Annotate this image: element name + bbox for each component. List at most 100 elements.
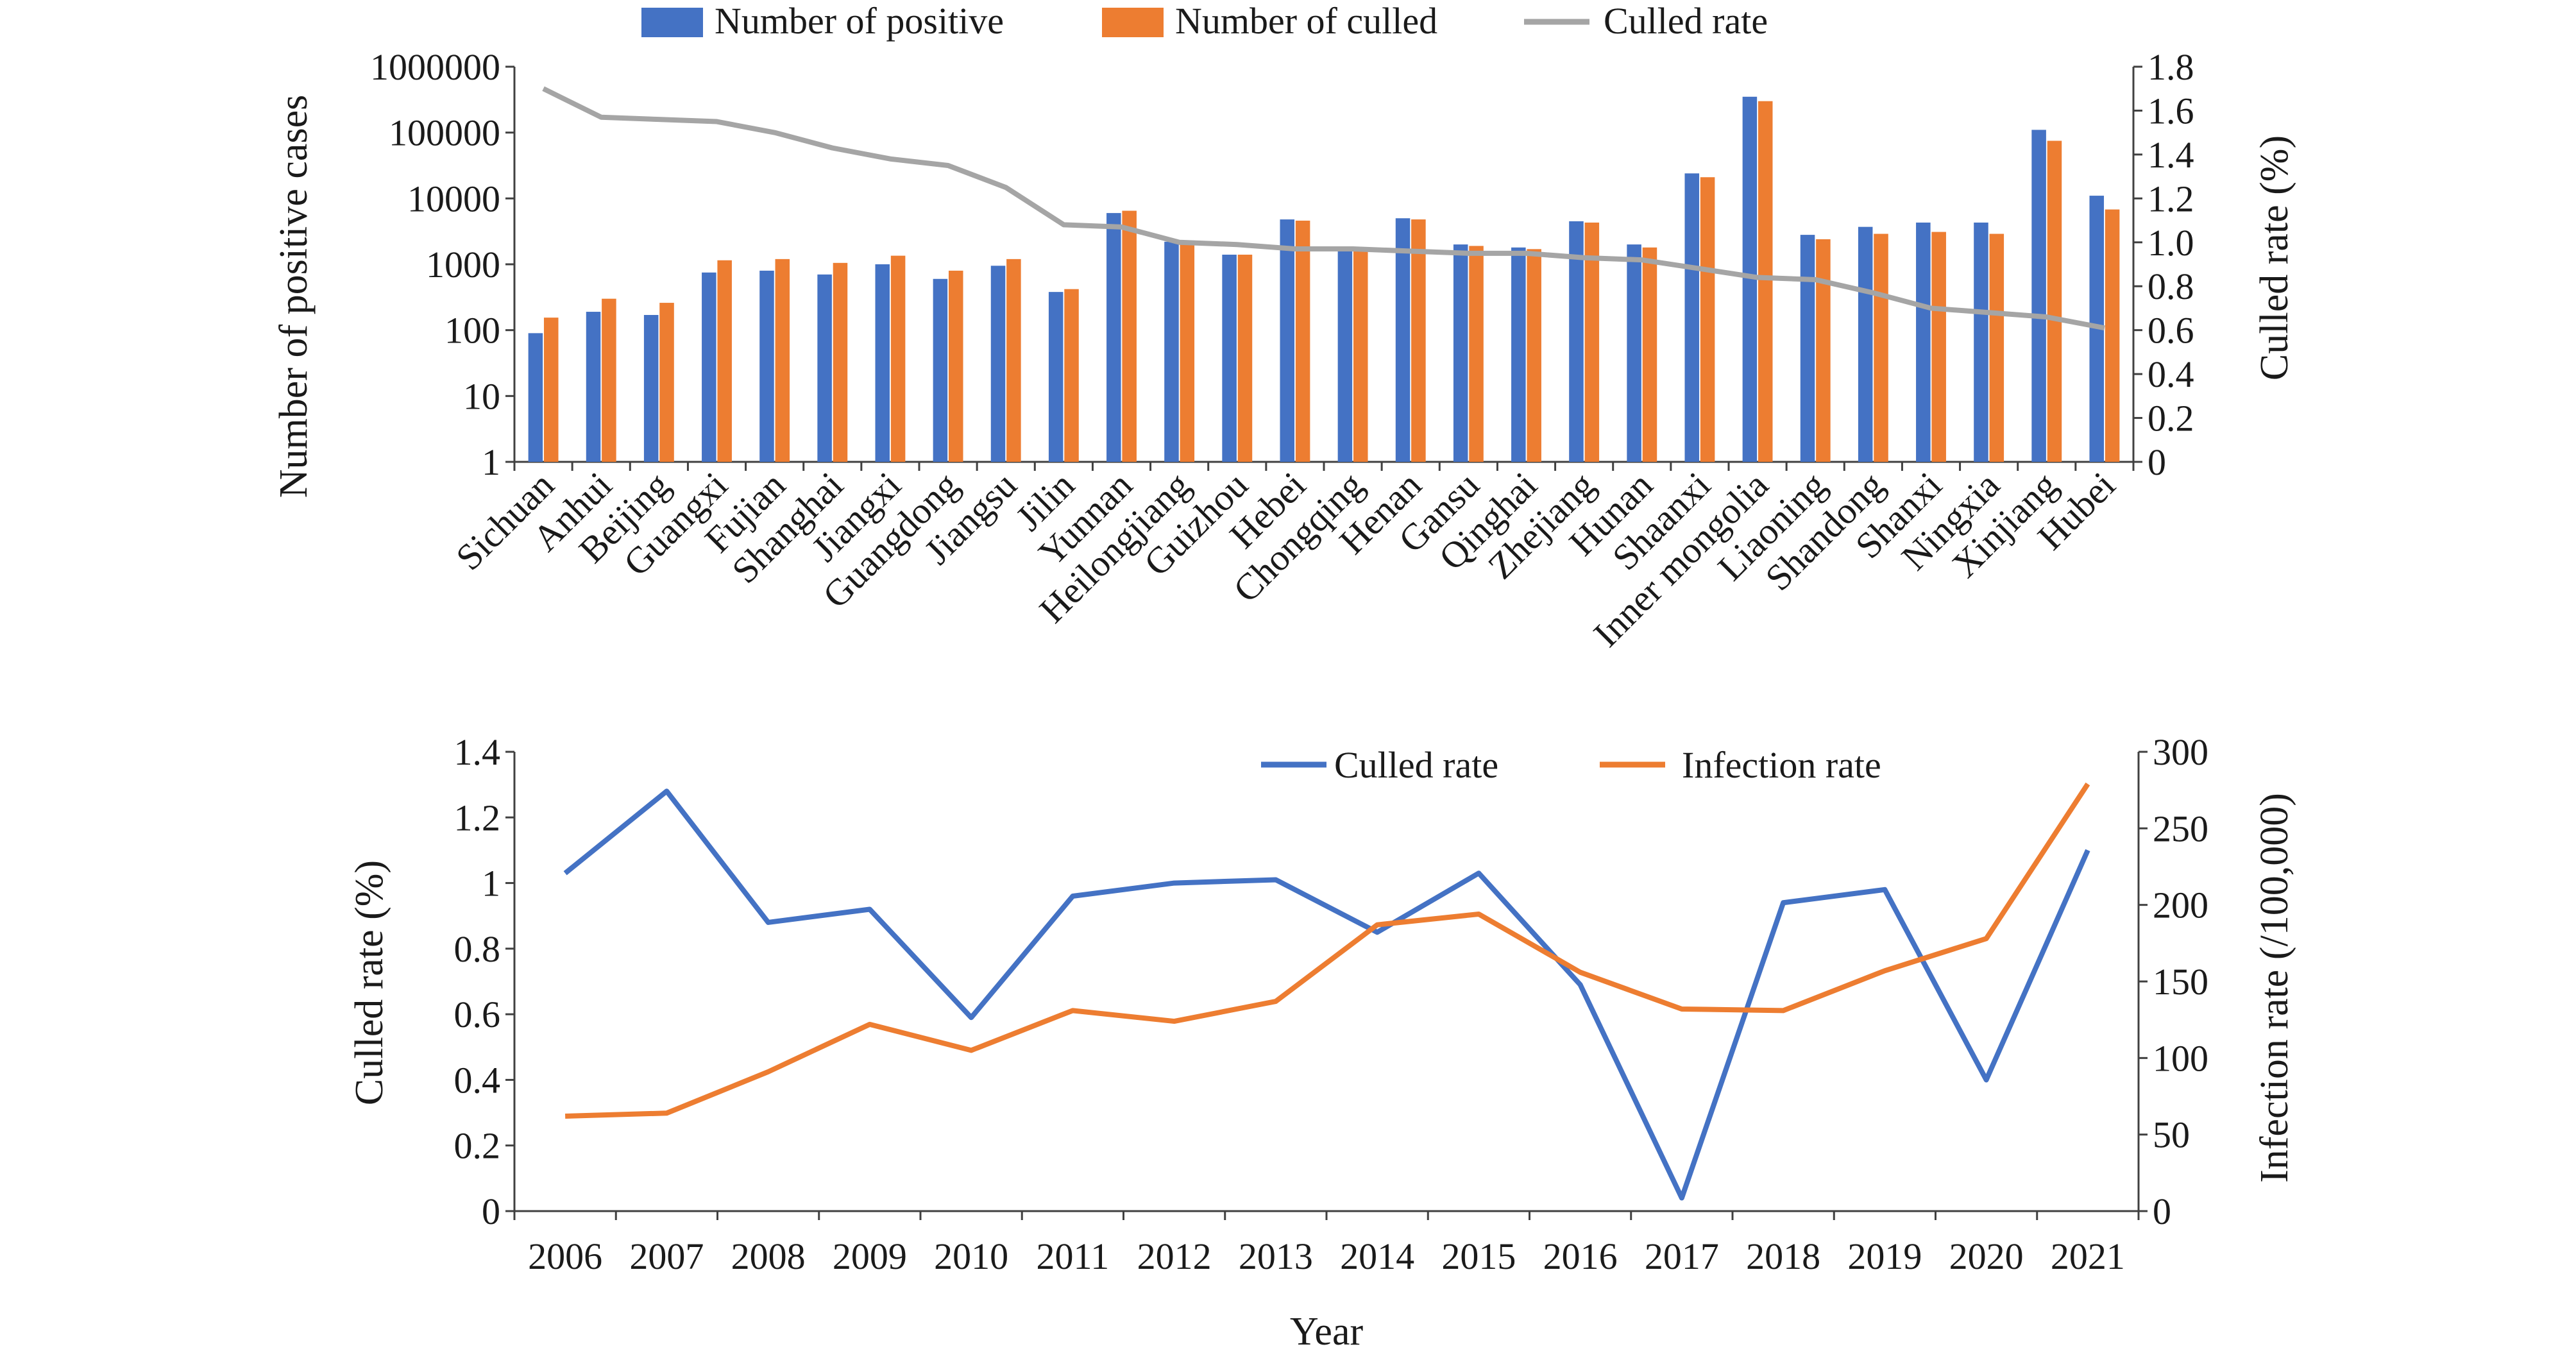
bar-number-of-positive-shanghai [817,274,832,462]
legend-label-positive: Number of positive [715,0,1004,42]
chart-years: Culled rate Infection rate 0 0.2 0.4 0.6 0.8… [348,731,2296,1354]
bar-number-of-positive-ningxia [1974,222,1988,462]
bar-number-of-positive-shanxi [1916,222,1931,462]
chart2-y-tick-label: 0 [482,1191,500,1232]
chart1-legend: Number of positive Number of culled Cull… [641,0,1768,42]
chart2-y2-tick-label: 250 [2153,808,2208,849]
bar-number-of-culled-chongqing [1353,251,1368,462]
chart1-y-tick-label: 1000000 [370,46,500,88]
bar-number-of-culled-zhejiang [1584,222,1600,462]
chart2-y-tick-label: 1 [482,863,500,904]
chart1-y-tick-label: 100 [445,310,500,352]
bar-number-of-culled-fujian [775,259,790,462]
year-label-2020: 2020 [1949,1235,2024,1277]
chart2-axes: 0 0.2 0.4 0.6 0.8 1 1.2 1.4 0 50 100 150 200 250 300 20… [454,731,2209,1277]
year-label-2008: 2008 [731,1235,806,1277]
chart1-y2-tick-label: 1.6 [2148,90,2194,132]
bar-number-of-positive-liaoning [1800,235,1815,462]
bar-number-of-culled-yunnan [1122,210,1137,462]
legend-label-culled-rate: Culled rate [1334,744,1498,786]
chart1-y-tick-label: 100000 [389,112,500,154]
chart1-y-tick-label: 10000 [407,178,500,219]
bar-number-of-culled-heilongjiang [1180,241,1195,462]
chart-provinces: Number of positive Number of culled Cull… [272,0,2296,655]
bar-number-of-culled-shanxi [1931,232,1946,462]
chart1-y2-tick-label: 1.0 [2148,222,2194,264]
legend-swatch-culled [1102,8,1164,37]
chart2-y2-tick-label: 200 [2153,885,2208,926]
chart1-category-labels: SichuanAnhuiBeijingGuangxiFujianShanghai… [448,464,2123,655]
year-label-2013: 2013 [1239,1235,1313,1277]
chart2-x-axis-title: Year [1290,1310,1364,1354]
chart1-y-tick-label: 10 [463,375,500,417]
bar-number-of-culled-shaanxi [1700,177,1715,462]
bar-number-of-culled-jilin [1064,289,1079,462]
bar-number-of-culled-hunan [1642,247,1657,462]
year-label-2021: 2021 [2051,1235,2125,1277]
bar-number-of-culled-liaoning [1816,239,1831,462]
bar-number-of-culled-sichuan [543,318,559,462]
year-label-2014: 2014 [1340,1235,1414,1277]
chart2-y-axis-title: Culled rate (%) [348,860,391,1105]
bar-number-of-positive-inner-mongolia [1742,96,1758,462]
legend-label-infection-rate: Infection rate [1682,744,1881,786]
chart2-y2-axis-title: Infection rate (/100,000) [2253,793,2296,1183]
chart2-y-tick-label: 0.8 [454,928,501,970]
chart1-bars [528,96,2120,463]
bar-number-of-positive-chongqing [1337,251,1353,462]
bar-number-of-culled-gansu [1469,246,1484,462]
bar-number-of-culled-shanghai [833,262,848,462]
bar-number-of-culled-xinjiang [2047,140,2062,462]
bar-number-of-positive-heilongjiang [1164,241,1179,462]
bar-number-of-culled-guangxi [717,260,732,462]
chart2-y2-tick-label: 100 [2153,1037,2208,1079]
year-label-2007: 2007 [629,1235,704,1277]
chart1-y2-tick-label: 0.2 [2148,398,2194,439]
legend-swatch-positive [641,8,703,37]
year-label-2009: 2009 [833,1235,907,1277]
chart1-y2-tick-label: 1.4 [2148,134,2194,176]
chart1-y2-tick-label: 1.8 [2148,46,2194,88]
year-label-2019: 2019 [1847,1235,1922,1277]
bar-number-of-culled-jiangxi [890,255,906,462]
chart2-y2-tick-label: 0 [2153,1191,2171,1232]
chart2-y-tick-label: 1.4 [454,731,501,773]
bar-number-of-positive-guizhou [1222,254,1237,462]
bar-number-of-positive-guangxi [702,272,716,462]
bar-number-of-positive-zhejiang [1569,221,1584,462]
bar-number-of-culled-ningxia [1989,233,2004,462]
bar-number-of-culled-qinghai [1527,249,1541,462]
bar-number-of-positive-yunnan [1106,213,1121,462]
bar-number-of-culled-hebei [1295,220,1310,462]
bar-number-of-culled-guizhou [1237,254,1253,462]
chart1-y-tick-label: 1000 [426,244,500,285]
chart2-lines [563,782,2090,1201]
year-label-2018: 2018 [1746,1235,1820,1277]
year-label-2015: 2015 [1441,1235,1516,1277]
bar-number-of-positive-jiangsu [990,266,1006,462]
chart2-y-tick-label: 1.2 [454,797,501,838]
bar-number-of-culled-shandong [1874,233,1888,462]
year-label-2006: 2006 [528,1235,602,1277]
legend-label-culled: Number of culled [1175,0,1437,42]
chart2-legend: Culled rate Infection rate [1261,744,1881,786]
line-culled-rate [563,788,2090,1201]
bar-number-of-positive-hunan [1627,244,1641,462]
chart1-y2-tick-label: 0 [2148,441,2166,483]
bar-number-of-positive-gansu [1453,244,1468,462]
chart2-y2-tick-label: 300 [2153,731,2208,773]
bar-number-of-positive-jilin [1048,292,1063,462]
chart2-y-tick-label: 0.4 [454,1059,501,1101]
chart2-y2-tick-label: 50 [2153,1114,2190,1156]
bar-number-of-positive-shaanxi [1684,173,1700,462]
bar-number-of-positive-henan [1395,218,1411,462]
chart2-y-tick-label: 0.2 [454,1125,501,1167]
bar-number-of-culled-henan [1411,219,1426,462]
year-label-2010: 2010 [934,1235,1008,1277]
bar-number-of-positive-sichuan [528,333,543,462]
bar-number-of-positive-fujian [759,270,774,462]
chart1-rate-line [542,86,2105,331]
chart1-y-tick-label: 1 [482,441,500,483]
year-label-2017: 2017 [1645,1235,1719,1277]
